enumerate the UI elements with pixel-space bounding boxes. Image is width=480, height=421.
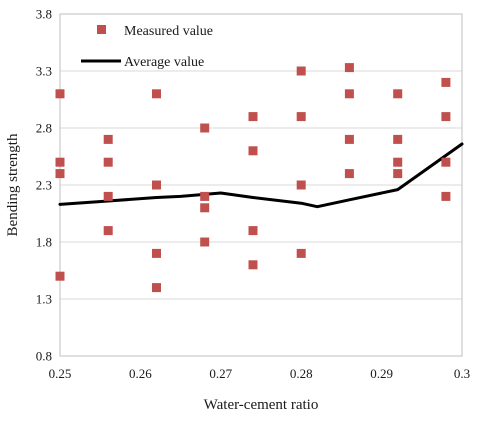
measured-point <box>393 134 403 144</box>
measured-point <box>441 191 451 201</box>
measured-point <box>103 134 113 144</box>
x-axis-tick-labels: 0.25 0.26 0.27 0.28 0.29 0.3 <box>49 366 471 381</box>
gridlines <box>60 70 462 300</box>
measured-point <box>200 237 210 247</box>
measured-point <box>200 123 210 133</box>
measured-point <box>441 112 451 122</box>
measured-point <box>344 134 354 144</box>
y-tick-label: 3.3 <box>36 64 52 79</box>
x-axis-label: Water-cement ratio <box>204 397 319 413</box>
measured-point <box>344 89 354 99</box>
legend: Measured value Average value <box>81 24 213 70</box>
y-tick-label: 3.8 <box>36 7 52 22</box>
measured-point <box>248 226 258 236</box>
plot-frame <box>59 13 463 357</box>
measured-point <box>152 248 161 258</box>
measured-point <box>152 283 161 293</box>
x-tick-label: 0.27 <box>209 366 232 381</box>
measured-point <box>55 89 65 99</box>
measured-point <box>103 226 113 236</box>
measured-point <box>248 146 258 156</box>
x-tick-label: 0.25 <box>49 366 72 381</box>
y-tick-label: 2.3 <box>36 178 52 193</box>
measured-point <box>296 248 306 258</box>
average-value-line <box>58 142 464 209</box>
measured-point <box>248 112 258 122</box>
y-tick-label: 0.8 <box>36 349 52 364</box>
measured-points-layer <box>55 63 451 293</box>
measured-point <box>152 89 161 99</box>
legend-marker-measured <box>97 25 106 34</box>
average-line-layer <box>58 142 464 209</box>
measured-point <box>344 169 354 179</box>
measured-point <box>55 271 65 281</box>
measured-point <box>55 169 65 179</box>
y-tick-label: 2.8 <box>36 121 52 136</box>
y-axis-tick-labels: 0.8 1.3 1.8 2.3 2.8 3.3 3.8 <box>36 7 52 364</box>
measured-point <box>441 77 451 87</box>
y-tick-label: 1.3 <box>36 292 52 307</box>
x-tick-label: 0.28 <box>290 366 313 381</box>
measured-point <box>103 157 113 167</box>
measured-point <box>296 180 306 190</box>
measured-point <box>393 157 403 167</box>
x-tick-label: 0.26 <box>129 366 152 381</box>
measured-point <box>393 169 403 179</box>
measured-point <box>441 157 451 167</box>
measured-point <box>393 89 403 99</box>
y-axis-label: Bending strength <box>5 133 21 236</box>
measured-point <box>103 191 113 201</box>
measured-point <box>248 260 258 270</box>
measured-point <box>344 63 354 73</box>
measured-point <box>152 180 161 190</box>
legend-label-measured: Measured value <box>124 24 213 39</box>
measured-point <box>55 157 65 167</box>
measured-point <box>200 203 210 213</box>
y-tick-label: 1.8 <box>36 235 52 250</box>
measured-point <box>296 112 306 122</box>
x-tick-label: 0.3 <box>454 366 470 381</box>
measured-point <box>296 66 306 76</box>
x-tick-label: 0.29 <box>370 366 393 381</box>
legend-label-average: Average value <box>124 55 204 70</box>
measured-point <box>200 191 210 201</box>
